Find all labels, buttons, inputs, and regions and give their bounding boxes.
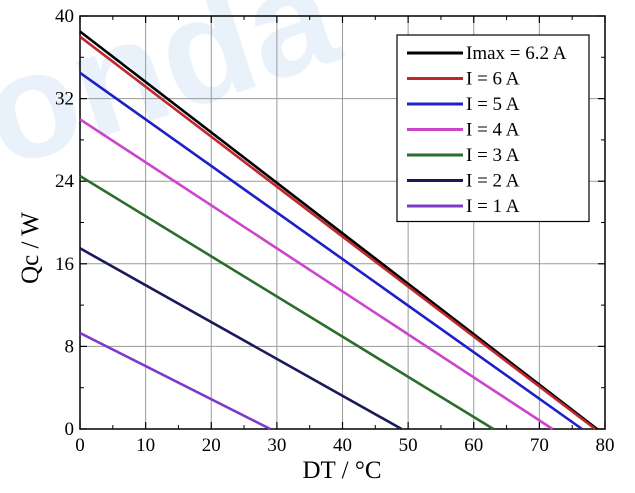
- x-tick-label: 60: [464, 435, 483, 456]
- legend-label: I = 3 A: [466, 145, 520, 166]
- y-tick-label: 32: [55, 89, 74, 110]
- series-line: [79, 247, 403, 431]
- legend-label: I = 2 A: [466, 171, 520, 192]
- legend-label: I = 1 A: [466, 196, 520, 217]
- y-tick-label: 0: [65, 419, 75, 440]
- x-tick-label: 30: [267, 435, 286, 456]
- x-tick-label: 50: [399, 435, 418, 456]
- y-tick-label: 40: [55, 6, 74, 27]
- watermark: onda: [0, 0, 356, 199]
- y-tick-label: 16: [55, 254, 74, 275]
- legend-label: I = 6 A: [466, 69, 520, 90]
- series-line: [79, 71, 583, 431]
- x-tick-label: 40: [333, 435, 352, 456]
- y-axis-label: Qc / W: [17, 212, 44, 284]
- series-line: [79, 30, 598, 431]
- x-axis-label: DT / °C: [303, 457, 382, 484]
- x-tick-label: 20: [202, 435, 221, 456]
- legend: Imax = 6.2 A I = 6 A I = 5 A I = 4 A I = 3 A…: [396, 34, 590, 223]
- x-tick-label: 80: [596, 435, 615, 456]
- legend-label: I = 5 A: [466, 94, 520, 115]
- axis-ticks: 0 10 20 30 40 50 60 70 80 0 8 16 24 32 40: [55, 6, 615, 456]
- series-line: [79, 174, 495, 431]
- series-line: [79, 331, 271, 431]
- series-line: [79, 35, 596, 431]
- series-layer: [79, 30, 598, 431]
- legend-label: Imax = 6.2 A: [466, 43, 567, 64]
- series-line: [79, 118, 554, 431]
- y-tick-label: 8: [65, 336, 75, 357]
- y-tick-label: 24: [55, 171, 75, 192]
- x-tick-label: 70: [530, 435, 549, 456]
- x-tick-label: 0: [75, 435, 85, 456]
- x-tick-label: 10: [136, 435, 155, 456]
- legend-label: I = 4 A: [466, 120, 520, 141]
